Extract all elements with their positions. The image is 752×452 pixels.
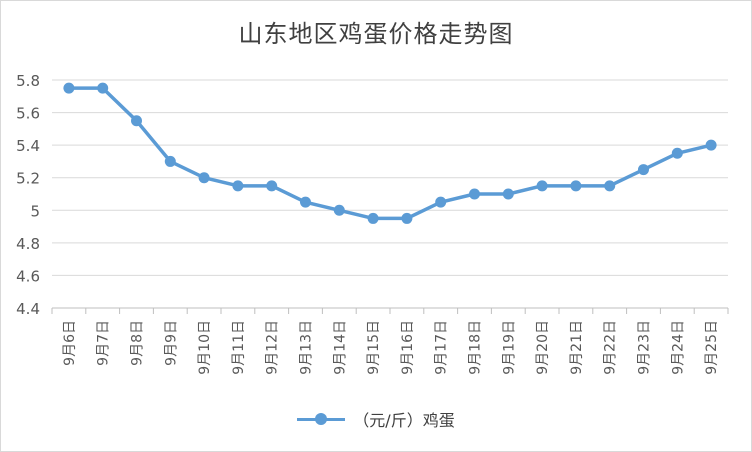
x-tick-label: 9月7日 [96,320,112,366]
data-point [333,204,345,216]
data-point [502,188,514,200]
x-tick-label: 9月21日 [569,320,585,375]
series-line [67,86,713,221]
data-point [536,180,548,192]
data-point [63,82,75,94]
x-tick-label: 9月10日 [197,320,213,375]
y-tick-label: 4.6 [16,267,40,285]
data-point [131,115,142,127]
x-tick-label: 9月23日 [637,320,653,375]
legend-label: （元/斤）鸡蛋 [353,411,455,430]
x-tick-label: 9月6日 [62,320,78,366]
x-tick-label: 9月24日 [670,320,686,375]
x-tick-label: 9月12日 [265,320,281,375]
data-point [97,82,109,94]
x-tick-label: 9月16日 [400,320,416,375]
y-tick-label: 4.4 [16,300,40,318]
data-point [570,180,582,192]
data-point [266,180,278,192]
x-tick-label: 9月14日 [332,320,348,375]
data-point [232,180,244,192]
y-tick-label: 4.8 [16,235,40,253]
y-tick-label: 5.8 [16,72,40,90]
data-point [435,196,447,208]
chart-title: 山东地区鸡蛋价格走势图 [238,20,514,48]
x-tick-label: 9月20日 [535,320,551,375]
data-point [164,155,176,167]
y-tick-label: 5.4 [16,137,40,155]
data-point [401,212,413,224]
x-tick-label: 9月15日 [366,320,382,375]
data-point [604,180,616,192]
x-tick-label: 9月11日 [231,320,247,375]
y-tick-label: 5.6 [16,105,40,123]
x-tick-label: 9月17日 [434,320,450,375]
y-tick-label: 5 [30,202,40,220]
data-point [705,139,717,151]
data-point [671,147,683,159]
x-tick-label: 9月9日 [163,320,179,366]
data-point [638,164,649,176]
data-point [367,212,379,224]
y-tick-label: 5.2 [16,170,40,188]
x-tick-label: 9月19日 [501,320,517,375]
x-tick-label: 9月22日 [603,320,619,375]
x-tick-label: 9月18日 [468,320,484,375]
x-tick-label: 9月25日 [704,320,720,375]
data-point [300,196,311,208]
x-tick-label: 9月8日 [130,320,146,366]
data-point [469,188,480,200]
legend: （元/斤）鸡蛋 [0,407,752,431]
x-tick-label: 9月13日 [299,320,315,375]
legend-line-marker-icon [297,407,346,431]
data-point [198,172,210,184]
